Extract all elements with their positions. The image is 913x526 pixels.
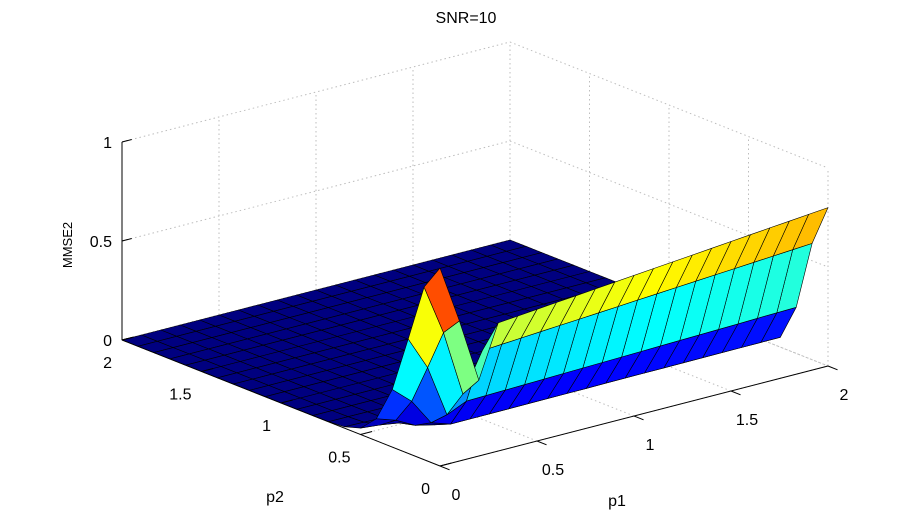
x-tick-mark <box>439 465 450 471</box>
x-axis-label: p1 <box>608 493 626 510</box>
surface-patch <box>423 267 460 333</box>
y-tick-mark <box>439 462 452 467</box>
x-tick-mark <box>827 365 838 371</box>
z-tick-mark <box>121 337 132 341</box>
grid-line-back-z <box>121 41 511 143</box>
y-tick-mark <box>280 399 293 404</box>
x-tick-label: 0.5 <box>542 462 564 479</box>
x-tick-label: 1 <box>646 437 655 454</box>
z-axis-label: MMSE2 <box>60 222 75 268</box>
x-tick-label: 0 <box>452 487 461 504</box>
y-axis-label: p2 <box>266 489 284 506</box>
y-tick-label: 1 <box>262 418 271 435</box>
y-tick-mark <box>201 368 214 372</box>
chart-title: SNR=10 <box>436 10 497 27</box>
z-tick-mark <box>121 139 132 143</box>
x-tick-label: 1.5 <box>736 412 758 429</box>
z-tick-mark <box>121 238 132 242</box>
z-tick-label: 0 <box>103 333 112 350</box>
grid-line-right-z <box>509 41 829 169</box>
y-tick-label: 0.5 <box>328 450 350 467</box>
y-tick-mark <box>360 431 373 435</box>
y-tick-label: 0 <box>421 481 430 498</box>
y-tick-label: 2 <box>103 355 112 372</box>
x-tick-mark <box>633 415 644 421</box>
y-tick-label: 1.5 <box>169 387 191 404</box>
grid-line-back-z <box>121 140 511 242</box>
tick-layer: 0 0.5 1 1.5 2 0 0.5 1 1.5 2 0 0.5 1 <box>90 135 849 504</box>
x-tick-label: 2 <box>840 387 849 404</box>
x-tick-mark <box>536 440 547 446</box>
x-tick-mark <box>730 390 741 396</box>
surface-layer <box>121 207 829 429</box>
z-tick-label: 0.5 <box>90 234 112 251</box>
z-tick-label: 1 <box>103 135 112 152</box>
